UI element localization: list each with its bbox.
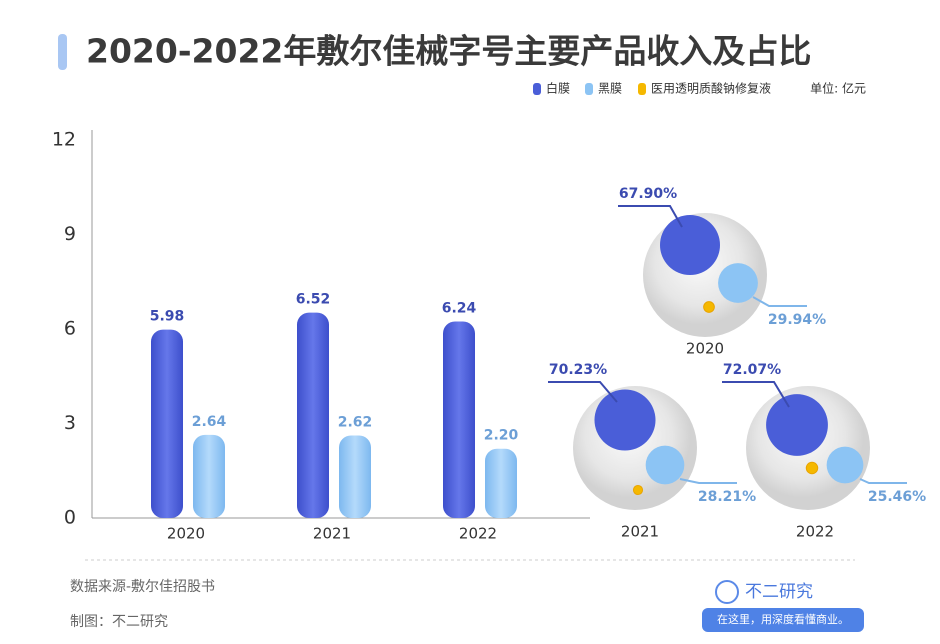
legend-swatch [585,83,593,95]
leader-line [548,381,618,403]
y-tick-label: 0 [64,507,76,529]
logo: 不二研究 [745,582,813,602]
category-label: 2022 [796,523,834,541]
leader-line [722,381,790,408]
value-label: 2.20 [484,428,519,444]
bubble [703,301,715,313]
legend-label: 医用透明质酸钠修复液 [651,81,771,96]
y-tick-label: 6 [64,318,76,340]
legend-swatch [533,83,541,95]
bubble [594,389,656,451]
bar [193,434,225,518]
value-label: 6.52 [296,292,331,308]
x-tick-label: 2022 [459,525,497,543]
bubble [632,484,644,496]
bar [151,329,183,518]
slogan: 在这里，用深度看懂商业。 [717,612,849,626]
leader-line [618,205,683,228]
value-label: 67.90% [619,186,677,202]
value-label: 2.62 [338,414,373,430]
bubble [826,446,864,484]
leader-line [679,478,737,484]
bubble [718,263,758,303]
x-tick-label: 2020 [167,525,205,543]
value-label: 70.23% [549,362,607,378]
legend-swatch [638,83,646,95]
value-label: 2.64 [192,414,227,430]
source: 数据来源-敷尔佳招股书 [70,579,215,595]
category-label: 2021 [621,523,659,541]
bar [339,435,371,518]
category-label: 2020 [686,340,724,358]
value-label: 28.21% [698,489,756,505]
y-tick-label: 3 [64,412,76,434]
leader-line [859,478,907,484]
value-label: 25.46% [868,489,926,505]
bubble [645,445,685,485]
title-marker [58,34,67,70]
unit: 单位: 亿元 [810,81,866,96]
logo-icon [715,580,739,604]
y-tick-label: 12 [52,129,76,151]
bubble [805,461,819,475]
legend-label: 黑膜 [598,82,622,96]
bubble [766,394,828,456]
value-label: 72.07% [723,362,781,378]
y-tick-label: 9 [64,223,76,245]
value-label: 5.98 [150,309,185,325]
bar [297,312,329,518]
slogan-box [702,608,864,632]
bubble [660,215,720,275]
leader-line [752,296,807,307]
value-label: 29.94% [768,312,826,328]
value-label: 6.24 [442,300,477,316]
bar [485,448,517,518]
x-tick-label: 2021 [313,525,351,543]
legend-label: 白膜 [546,81,570,96]
maker: 制图：不二研究 [70,614,168,630]
title: 2020-2022年敷尔佳械字号主要产品收入及占比 [86,32,811,71]
bar [443,321,475,518]
